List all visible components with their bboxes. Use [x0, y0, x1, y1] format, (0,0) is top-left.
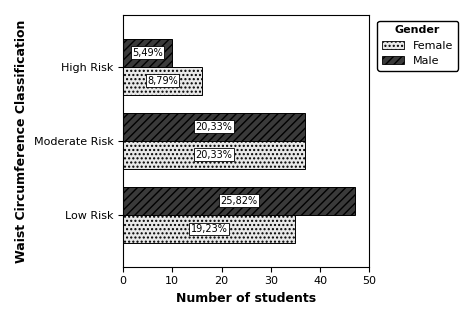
Text: 19,23%: 19,23%	[191, 224, 228, 234]
Legend: Female, Male: Female, Male	[377, 20, 458, 70]
Text: 8,79%: 8,79%	[147, 76, 178, 86]
Bar	[123, 215, 295, 243]
Bar	[123, 39, 173, 67]
Bar	[123, 141, 305, 169]
Bar	[123, 113, 305, 141]
Text: 20,33%: 20,33%	[196, 150, 233, 160]
Text: 20,33%: 20,33%	[196, 122, 233, 132]
X-axis label: Number of students: Number of students	[176, 292, 316, 305]
Bar	[123, 187, 355, 215]
Y-axis label: Waist Circumference Classification: Waist Circumference Classification	[15, 19, 28, 262]
Text: 25,82%: 25,82%	[220, 196, 257, 206]
Text: 5,49%: 5,49%	[132, 48, 163, 58]
Bar	[123, 67, 202, 95]
